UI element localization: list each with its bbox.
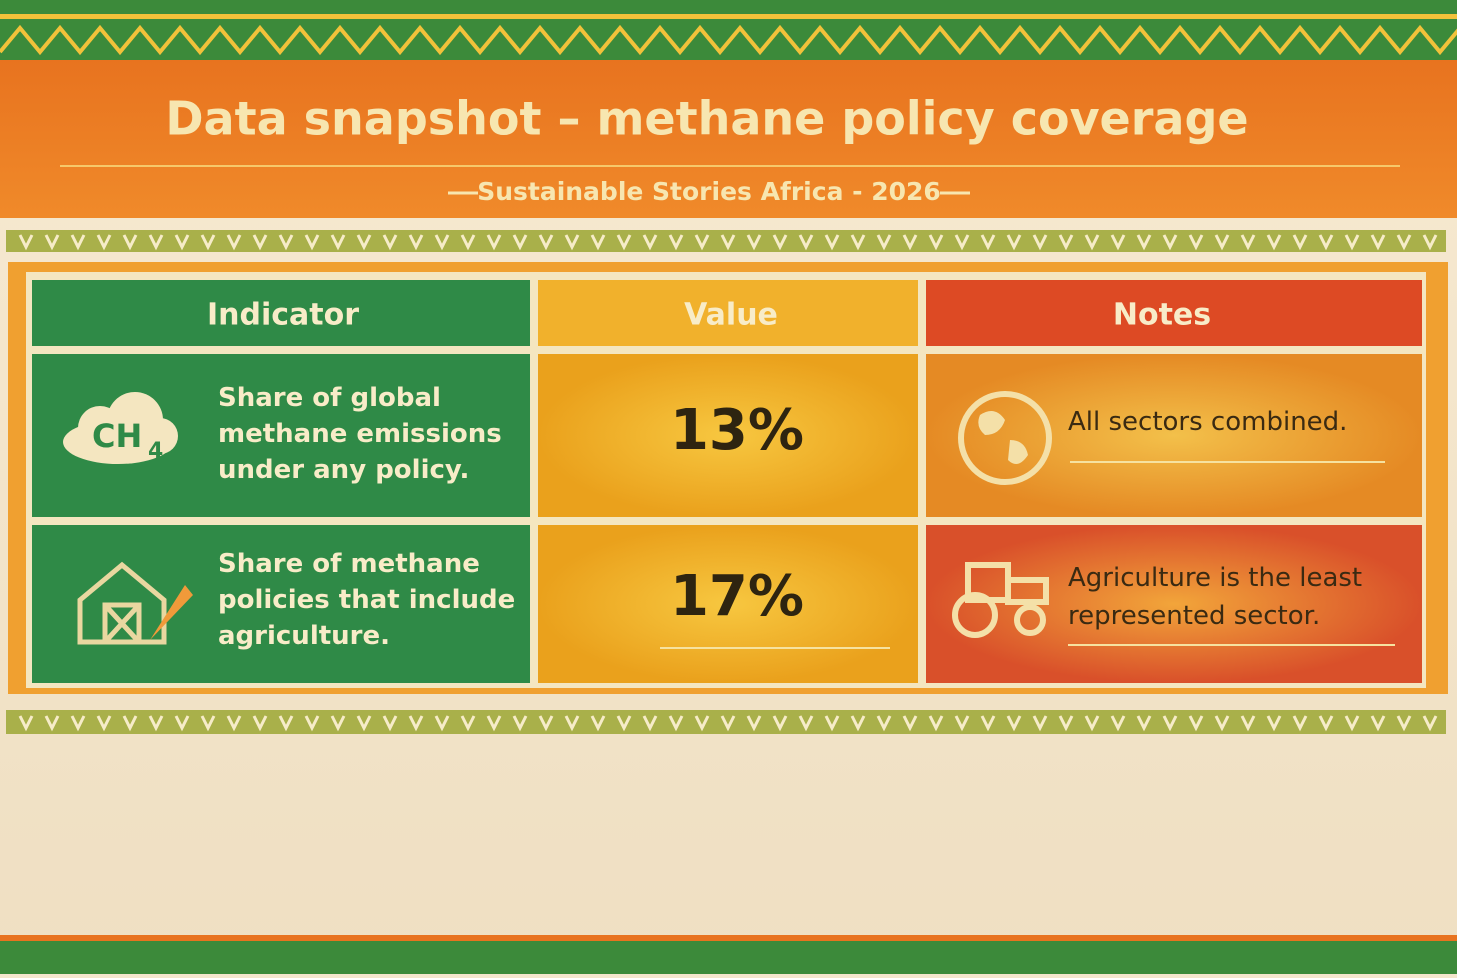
top-stripe — [0, 14, 1457, 19]
note-text: Agriculture is the least represented sect… — [1068, 563, 1362, 631]
note-cell — [926, 354, 1422, 517]
subtitle: Sustainable Stories Africa - 2026 — [477, 177, 941, 206]
zigzag-line — [0, 24, 1457, 56]
bottom-border — [0, 935, 1457, 974]
value-text: 13% — [670, 398, 804, 463]
value-cell — [538, 354, 918, 517]
zigzag — [0, 24, 1457, 56]
header-cell — [32, 280, 530, 346]
column-header: Indicator — [207, 298, 359, 333]
header-band — [0, 60, 1457, 218]
globe-icon — [958, 391, 1052, 485]
v-line — [18, 715, 1438, 732]
column-header: Notes — [1113, 298, 1211, 333]
title: Data snapshot – methane policy coverage — [165, 92, 1248, 146]
methane-icon — [63, 392, 178, 464]
v-line — [18, 234, 1438, 251]
icon-subscript: 4 — [148, 439, 163, 464]
value-cell — [538, 525, 918, 683]
column-header: Value — [684, 298, 778, 333]
value-text: 17% — [670, 564, 804, 629]
header-cell — [926, 280, 1422, 346]
note-text: All sectors combined. — [1068, 407, 1347, 437]
indicator-text: Share of global methane emissions under an… — [218, 383, 502, 485]
tractor-icon — [952, 562, 1049, 638]
header-cell — [538, 280, 918, 346]
icon-label: CH — [92, 417, 142, 455]
v-pattern — [18, 234, 1438, 732]
indicator-text: Share of methane policies that include agr… — [218, 549, 515, 651]
carrot-icon — [150, 585, 193, 640]
bottom-stripe — [0, 935, 1457, 941]
